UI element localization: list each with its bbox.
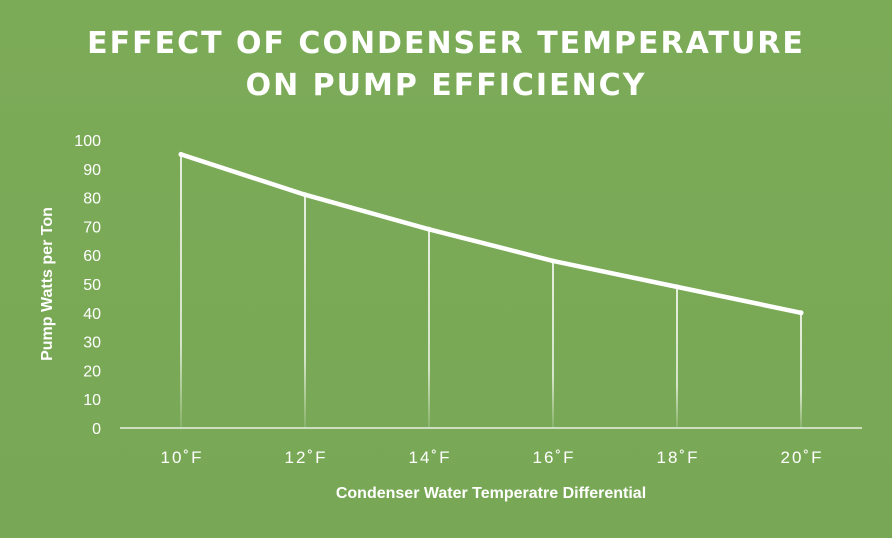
drop-line	[676, 286, 678, 428]
y-tick-label: 80	[83, 191, 101, 208]
y-tick-label: 100	[74, 133, 101, 150]
x-tick-label: 14˚F	[409, 448, 452, 467]
y-tick-label: 70	[83, 219, 101, 236]
data-point	[426, 226, 432, 232]
chart-title-line-1: EFFECT OF CONDENSER TEMPERATURE	[87, 26, 805, 61]
x-axis-label: Condenser Water Temperatre Differential	[336, 485, 646, 502]
data-point	[798, 310, 804, 316]
x-tick-label: 10˚F	[161, 448, 204, 467]
x-tick-label: 12˚F	[285, 448, 328, 467]
drop-line	[180, 154, 182, 428]
data-point	[550, 258, 556, 264]
x-tick-label: 16˚F	[533, 448, 576, 467]
drop-line	[552, 260, 554, 428]
drop-lines-group	[180, 154, 802, 428]
y-axis-label: Pump Watts per Ton	[39, 207, 56, 361]
y-tick-label: 0	[92, 421, 101, 438]
y-axis-ticks: 0 10 20 30 40 50 60 70 80 90 100	[74, 133, 101, 438]
data-point	[674, 284, 680, 290]
x-axis-ticks: 10˚F 12˚F 14˚F 16˚F 18˚F 20˚F	[161, 448, 824, 467]
drop-line	[304, 194, 306, 428]
series-line	[178, 152, 804, 316]
y-tick-label: 30	[83, 335, 101, 352]
y-tick-label: 90	[83, 162, 101, 179]
data-point	[302, 192, 308, 198]
drop-line	[428, 229, 430, 428]
x-tick-label: 20˚F	[781, 448, 824, 467]
y-tick-label: 20	[83, 363, 101, 380]
y-tick-label: 40	[83, 306, 101, 323]
y-tick-label: 60	[83, 248, 101, 265]
drop-line	[800, 312, 802, 428]
x-tick-label: 18˚F	[657, 448, 700, 467]
data-point	[178, 151, 184, 157]
chart-title-line-2: ON PUMP EFFICIENCY	[245, 68, 647, 103]
data-points-group	[178, 151, 804, 316]
y-tick-label: 10	[83, 392, 101, 409]
y-tick-label: 50	[83, 277, 101, 294]
